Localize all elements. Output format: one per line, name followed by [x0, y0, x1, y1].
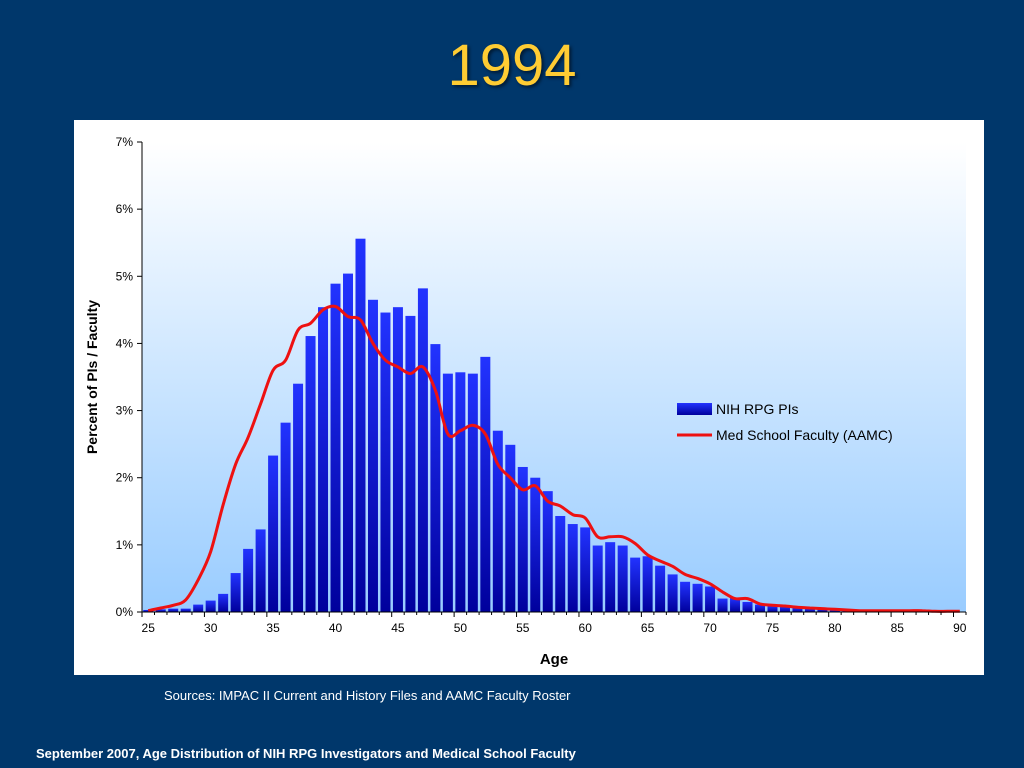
bar-age-40 [330, 283, 341, 612]
bar-age-52 [480, 356, 491, 612]
faculty-line [147, 304, 960, 613]
bar-age-46 [405, 315, 416, 612]
bar-age-55 [517, 466, 528, 612]
chart-panel: 0% 1% 2% 3% 4% 5% 6% 7% 25 30 35 40 45 50 55 60 65 70 75 80… [74, 120, 984, 675]
bar-age-38 [305, 336, 316, 612]
y-axis-label: Percent of PIs / Faculty [84, 300, 100, 454]
bar-age-79 [817, 608, 828, 612]
bar-age-29 [193, 604, 204, 612]
x-tick-label: 60 [579, 621, 593, 635]
bar-age-64 [630, 557, 641, 612]
bar-age-61 [592, 545, 603, 612]
y-tick-label: 5% [116, 269, 134, 283]
bar-age-73 [742, 601, 753, 612]
bar-age-80 [829, 609, 840, 612]
bar-age-35 [268, 455, 279, 612]
bar-age-71 [717, 598, 728, 612]
bar-age-58 [555, 515, 566, 612]
y-tick-label: 2% [116, 471, 134, 485]
x-tick-label: 85 [891, 621, 905, 635]
bar-age-33 [243, 548, 254, 612]
x-tick-label: 35 [266, 621, 280, 635]
bar-age-56 [530, 477, 541, 612]
bar-age-65 [642, 556, 653, 612]
axes: 0% 1% 2% 3% 4% 5% 6% 7% 25 30 35 40 45 50 55 60 65 70 75 80… [116, 135, 967, 635]
bar-age-45 [392, 307, 403, 612]
bar-age-75 [767, 605, 778, 612]
y-tick-label: 3% [116, 404, 134, 418]
bar-age-44 [380, 312, 391, 612]
bar-age-53 [492, 430, 503, 612]
bar-age-32 [230, 573, 241, 612]
bar-age-30 [205, 600, 216, 612]
bar-age-76 [779, 606, 790, 612]
bar-age-43 [367, 299, 378, 612]
footer-caption: September 2007, Age Distribution of NIH … [36, 746, 576, 761]
x-tick-label: 90 [953, 621, 967, 635]
bar-age-67 [667, 574, 678, 612]
bar-age-62 [605, 542, 616, 612]
x-tick-label: 50 [454, 621, 468, 635]
bar-age-77 [792, 607, 803, 612]
bar-age-74 [755, 604, 765, 612]
slide-title: 1994 [447, 33, 577, 98]
bar-age-39 [318, 307, 329, 612]
bar-age-70 [705, 586, 716, 612]
age-distribution-chart: 0% 1% 2% 3% 4% 5% 6% 7% 25 30 35 40 45 50 55 60 65 70 75 80… [84, 135, 967, 668]
bar-age-47 [417, 288, 428, 612]
bar-age-50 [455, 372, 466, 612]
legend-label-bars: NIH RPG PIs [716, 401, 798, 417]
x-tick-label: 65 [641, 621, 655, 635]
bar-age-49 [442, 373, 453, 612]
x-axis-label: Age [540, 651, 568, 668]
y-tick-label: 0% [116, 605, 134, 619]
x-tick-label: 55 [516, 621, 530, 635]
x-tick-label: 40 [329, 621, 343, 635]
bar-age-59 [567, 524, 578, 612]
bar-age-31 [218, 593, 229, 612]
bar-age-57 [542, 491, 553, 612]
x-tick-label: 70 [703, 621, 717, 635]
y-tick-label: 7% [116, 135, 134, 149]
bar-age-25 [143, 609, 154, 612]
x-tick-label: 45 [391, 621, 405, 635]
bar-age-42 [355, 238, 366, 612]
x-tick-label: 75 [766, 621, 780, 635]
bar-age-69 [692, 583, 703, 612]
bar-age-63 [617, 545, 628, 612]
bar-age-41 [343, 273, 353, 612]
bar-age-28 [180, 608, 191, 612]
plot-area [142, 142, 966, 612]
legend-label-line: Med School Faculty (AAMC) [716, 427, 893, 443]
y-tick-label: 1% [116, 538, 134, 552]
y-tick-label: 6% [116, 202, 134, 216]
y-tick-label: 4% [116, 336, 134, 350]
bar-age-48 [430, 344, 441, 612]
bar-series [143, 238, 953, 612]
bar-age-26 [155, 609, 166, 612]
legend-bar-swatch [677, 403, 712, 415]
bar-age-36 [280, 422, 291, 612]
legend: NIH RPG PIs Med School Faculty (AAMC) [677, 401, 893, 443]
bar-age-60 [580, 527, 591, 612]
bar-age-72 [730, 597, 741, 612]
bar-age-37 [293, 383, 304, 612]
x-tick-label: 80 [828, 621, 842, 635]
x-tick-label: 25 [142, 621, 156, 635]
bar-age-68 [680, 581, 691, 612]
bar-age-66 [655, 565, 666, 612]
bar-age-78 [804, 608, 815, 612]
bar-age-54 [505, 444, 516, 612]
bar-age-27 [168, 608, 179, 612]
sources-note: Sources: IMPAC II Current and History Fi… [164, 688, 571, 703]
bar-age-51 [467, 373, 478, 612]
x-tick-label: 30 [204, 621, 218, 635]
bar-age-34 [255, 529, 266, 612]
